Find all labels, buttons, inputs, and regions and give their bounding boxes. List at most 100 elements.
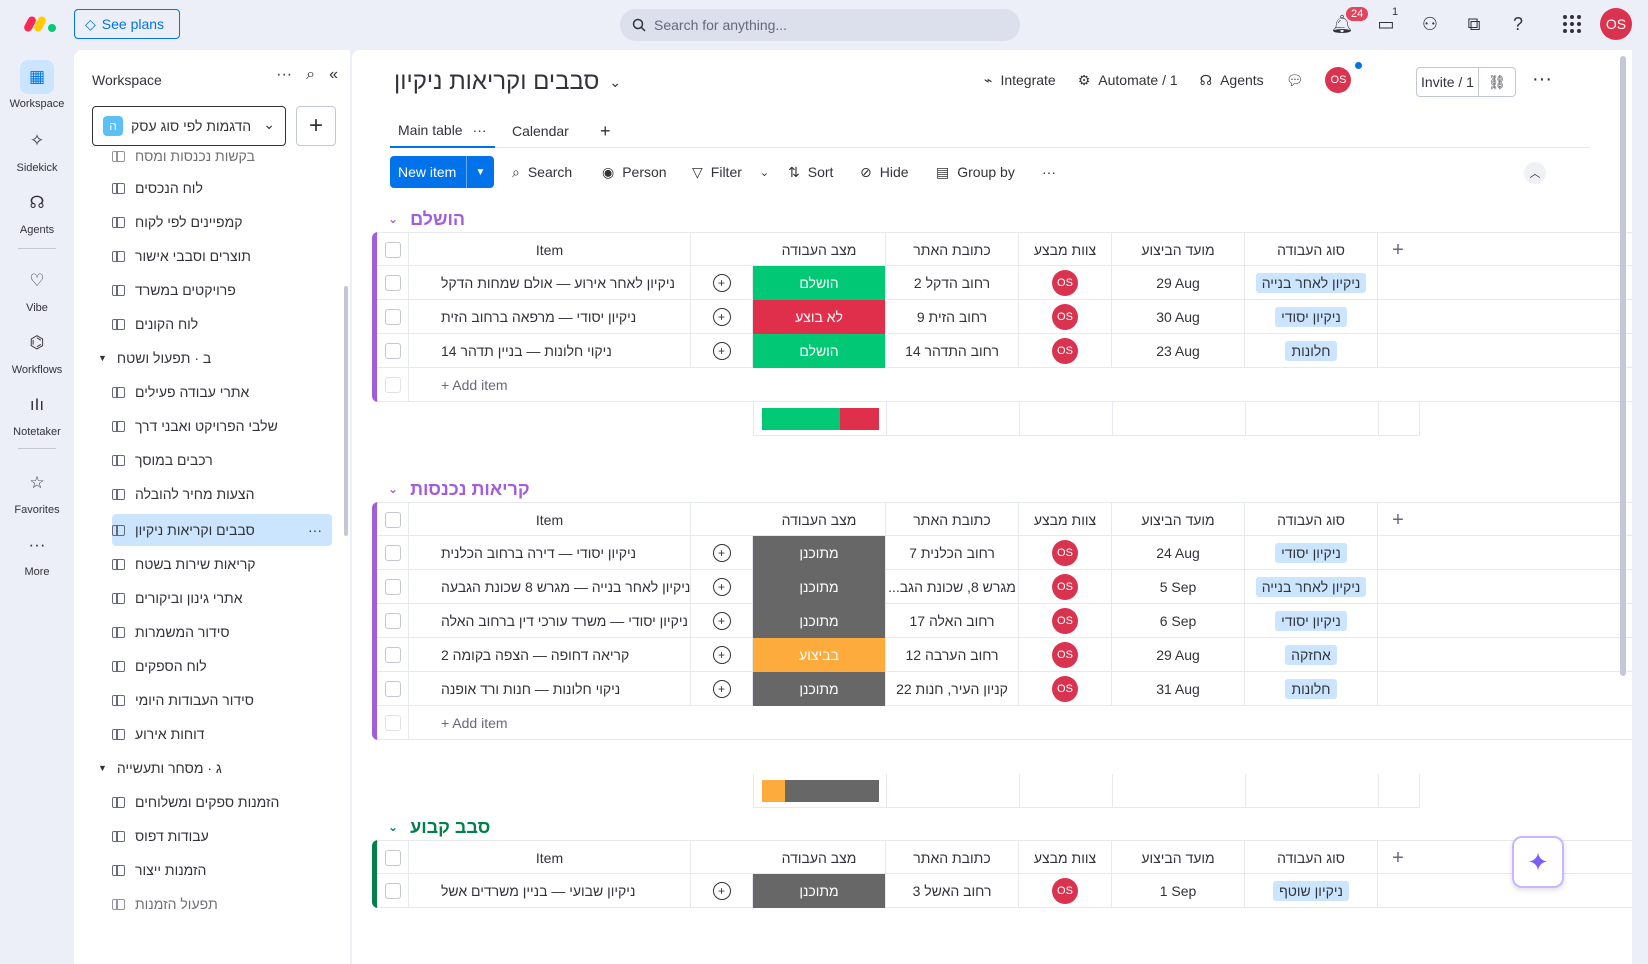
sidebar-board-item[interactable]: עבודות דפוס (112, 820, 322, 852)
group-title[interactable]: סבב קבוע (410, 816, 491, 837)
see-plans-button[interactable]: ◇ See plans (74, 9, 180, 39)
team-cell[interactable]: OS (1019, 874, 1112, 908)
sidebar-board-item[interactable]: קריאות שירות בשטח (112, 548, 322, 580)
sidebar-board-item[interactable]: קמפיינים לפי לקוח (112, 206, 322, 238)
tab-main-table[interactable]: Main table ··· (390, 114, 495, 148)
status-cell[interactable]: מתוכנן (753, 604, 886, 638)
more-options-icon[interactable]: ··· (308, 522, 322, 538)
row-checkbox[interactable] (384, 545, 401, 561)
agents-button[interactable]: ☊ Agents (1199, 71, 1264, 89)
search-icon[interactable]: ⌕ (306, 66, 316, 83)
column-header-address[interactable]: כתובת האתר (886, 503, 1019, 537)
date-cell[interactable]: 31 Aug (1112, 672, 1245, 706)
type-cell[interactable]: ניקיון יסודי (1245, 536, 1378, 570)
rail-sidekick[interactable]: ✧ Sidekick (0, 124, 74, 174)
row-checkbox[interactable] (384, 681, 401, 697)
type-cell[interactable]: חלונות (1245, 672, 1378, 706)
row-checkbox[interactable] (384, 613, 401, 629)
add-item-row[interactable]: + Add item (377, 368, 1632, 402)
address-cell[interactable]: רחוב הדקל 2 (886, 266, 1019, 300)
comment-icon[interactable]: 💬︎ (1285, 71, 1304, 88)
table-row[interactable]: ניקוי חלונות — חנות ורד אופנה + מתוכנן ק… (377, 672, 1632, 706)
status-cell[interactable]: בביצוע (753, 638, 886, 672)
team-cell[interactable]: OS (1019, 300, 1112, 334)
bell-icon[interactable]: 🔔︎ 24 (1320, 0, 1371, 48)
inbox-icon[interactable]: ▭ 1 (1377, 6, 1399, 34)
item-name[interactable]: ניקוי חלונות — חנות ורד אופנה (441, 681, 621, 697)
sidebar-board-item[interactable]: לוח הקונים (112, 308, 322, 340)
item-name[interactable]: ניקיון יסודי — מרפאה ברחוב הזית (441, 309, 637, 325)
team-cell[interactable]: OS (1019, 672, 1112, 706)
group-by-button[interactable]: ▤ Group by (936, 163, 1015, 181)
rail-agents[interactable]: ☊ Agents (0, 186, 74, 236)
type-cell[interactable]: ניקיון לאחר בנייה (1245, 570, 1378, 604)
invite-members-icon[interactable]: ⚇ (1421, 13, 1439, 34)
date-cell[interactable]: 30 Aug (1112, 300, 1245, 334)
add-column-button[interactable]: + (1392, 238, 1404, 261)
global-search-input[interactable]: Search for anything... (620, 9, 1020, 41)
sidebar-board-item[interactable]: סידור המשמרות (112, 616, 322, 648)
add-update-icon[interactable]: + (712, 578, 731, 596)
add-update-icon[interactable]: + (712, 646, 731, 664)
team-cell[interactable]: OS (1019, 570, 1112, 604)
row-checkbox[interactable] (384, 275, 401, 291)
column-header-status[interactable]: מצב העבודה (753, 841, 886, 875)
table-row[interactable]: ניקוי חלונות — בניין תדהר 14 + הושלם רחו… (377, 334, 1632, 368)
add-update-icon[interactable]: + (712, 308, 731, 326)
add-view-button[interactable]: + (600, 120, 611, 141)
table-row[interactable]: ניקיון יסודי — דירה ברחוב הכלנית + מתוכנ… (377, 536, 1632, 570)
address-cell[interactable]: קניון העיר, חנות 22 (886, 672, 1019, 706)
team-cell[interactable]: OS (1019, 266, 1112, 300)
group-header[interactable]: ⌄ סבב קבוע (388, 812, 490, 842)
address-cell[interactable]: רחוב האלה 17 (886, 604, 1019, 638)
team-cell[interactable]: OS (1019, 536, 1112, 570)
status-cell[interactable]: הושלם (753, 266, 886, 300)
select-all-checkbox[interactable] (384, 512, 401, 528)
column-header-date[interactable]: מועד הביצוע (1112, 233, 1245, 267)
filter-button[interactable]: ▽ Filter ⌄ (692, 163, 770, 181)
more-options-icon[interactable]: ··· (1042, 164, 1056, 180)
team-cell[interactable]: OS (1019, 334, 1112, 368)
column-header-team[interactable]: צוות מבצע (1019, 841, 1112, 875)
sort-button[interactable]: ⇅ Sort (788, 163, 834, 181)
collapse-header-button[interactable]: ︿ (1524, 162, 1546, 184)
status-summary[interactable] (754, 774, 887, 808)
invite-button[interactable]: Invite / 1 ⛓︎ (1416, 67, 1516, 97)
add-update-icon[interactable]: + (712, 882, 731, 900)
table-row[interactable]: ניקיון לאחר אירוע — אולם שמחות הדקל + הו… (377, 266, 1632, 300)
item-name[interactable]: קריאה דחופה — הצפה בקומה 2 (441, 647, 630, 663)
board-avatar[interactable]: OS (1325, 67, 1352, 93)
sidebar-board-item[interactable]: רכבים במוסך (112, 444, 322, 476)
group-header[interactable]: ⌄ קריאות נכנסות (388, 474, 530, 504)
collapse-sidebar-icon[interactable]: « (329, 66, 338, 83)
column-header-item[interactable]: Item (409, 841, 691, 875)
status-cell[interactable]: מתוכנן (753, 874, 886, 908)
sidebar-board-item[interactable]: תוצרים וסבבי אישור (112, 240, 322, 272)
date-cell[interactable]: 29 Aug (1112, 266, 1245, 300)
sidebar-folder[interactable]: ▼ ג · מסחר ותעשייה (98, 760, 222, 776)
add-update-icon[interactable]: + (712, 342, 731, 360)
column-header-type[interactable]: סוג העבודה (1245, 841, 1378, 875)
select-all-checkbox[interactable] (384, 850, 401, 866)
sidebar-board-item[interactable]: סידור העבודות היומי (112, 684, 322, 716)
help-icon[interactable]: ? (1512, 13, 1523, 34)
tab-calendar[interactable]: Calendar (512, 123, 569, 139)
chevron-down-icon[interactable]: ⌄ (388, 482, 399, 496)
add-update-icon[interactable]: + (712, 612, 731, 630)
status-cell[interactable]: מתוכנן (753, 672, 886, 706)
ai-assistant-sparkle-icon[interactable]: ✦ (1512, 836, 1564, 888)
apps-puzzle-icon[interactable]: ⧉ (1467, 13, 1481, 34)
row-checkbox[interactable] (384, 309, 401, 325)
link-icon[interactable]: ⛓︎ (1488, 73, 1506, 90)
type-cell[interactable]: ניקיון יסודי (1245, 604, 1378, 638)
item-name[interactable]: ניקיון שבועי — בניין משרדים אשל (441, 883, 636, 899)
column-header-team[interactable]: צוות מבצע (1019, 503, 1112, 537)
sidebar-board-item[interactable]: הצעות מחיר להובלה (112, 478, 322, 510)
rail-workspace[interactable]: ▦ Workspace (0, 60, 74, 110)
select-all-checkbox[interactable] (384, 242, 401, 258)
date-cell[interactable]: 29 Aug (1112, 638, 1245, 672)
add-update-icon[interactable]: + (712, 680, 731, 698)
row-checkbox[interactable] (384, 883, 401, 899)
item-name[interactable]: ניקיון לאחר בנייה — מגרש 8 שכונת הגבעה (441, 579, 691, 595)
address-cell[interactable]: מגרש 8, שכונת הגב... (886, 570, 1019, 604)
